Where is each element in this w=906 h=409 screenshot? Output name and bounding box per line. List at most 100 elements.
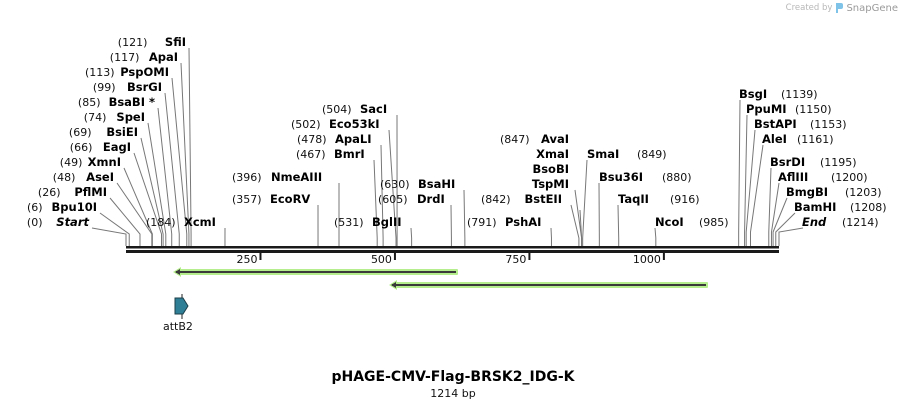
site-name: SmaI [587, 147, 619, 161]
site-pspomi[interactable]: PspOMI (113) [85, 65, 188, 246]
site-afliii[interactable]: AflIII (1200) [770, 170, 868, 246]
site-name: XmnI [88, 155, 121, 169]
site-position: (85) [78, 96, 101, 109]
backbone [126, 246, 779, 253]
site-name: SfiI [165, 35, 186, 49]
site-position: (502) [291, 118, 321, 131]
site-nmeaiii[interactable]: NmeAIII (396) [232, 170, 340, 246]
site-eagi[interactable]: EagI (66) [70, 140, 163, 246]
site-position: (849) [637, 148, 667, 161]
site-eco53ki[interactable]: Eco53kI (502) [291, 117, 397, 246]
site-xmai[interactable]: XmaI [536, 147, 569, 161]
site-sfii[interactable]: SfiI (121) [118, 35, 192, 246]
site-pshai[interactable]: PshAI (791) [467, 215, 552, 246]
site-ecorv[interactable]: EcoRV (357) [232, 192, 319, 246]
site-ncoi[interactable]: NcoI (985) [654, 215, 729, 246]
site-name: BamHI [794, 200, 836, 214]
site-name: NmeAIII [271, 170, 322, 184]
site-position: (99) [93, 81, 116, 94]
site-name: BmgBI [786, 185, 828, 199]
site-bsabi[interactable]: BsaBI * (85) [78, 95, 173, 246]
site-name: AseI [86, 170, 114, 184]
ruler-tick: 250 [236, 253, 262, 266]
site-position: (74) [84, 111, 107, 124]
site-name: BstEII [524, 192, 562, 206]
site-bsteii[interactable]: BstEII (842) [481, 192, 580, 246]
site-position: (985) [699, 216, 729, 229]
site-name: Start [56, 215, 89, 229]
site-drdi[interactable]: DrdI (605) [378, 192, 452, 246]
site-bsgi[interactable]: BsgI (1139) [738, 87, 818, 246]
site-taqii[interactable]: TaqII (916) [617, 192, 700, 246]
site-bsrdi[interactable]: BsrDI (1195) [768, 155, 857, 246]
site-position: (184) [146, 216, 176, 229]
site-position: (467) [296, 148, 326, 161]
arrow-left-icon [175, 269, 180, 275]
site-avai[interactable]: AvaI (847) [500, 132, 583, 246]
credit-prefix: Created by [785, 3, 833, 13]
site-position: (117) [110, 51, 140, 64]
site-position: (113) [85, 66, 115, 79]
site-saci[interactable]: SacI (504) [322, 102, 398, 246]
site-name: PpuMI [746, 102, 787, 116]
feature-orf-arrow-1[interactable] [173, 267, 458, 277]
site-bsiei[interactable]: BsiEI (69) [69, 125, 164, 246]
site-name: EagI [103, 140, 131, 154]
site-bstapi[interactable]: BstAPI (1153) [745, 117, 847, 246]
feature-label-attB2[interactable]: attB2 [163, 320, 193, 333]
site-xmni[interactable]: XmnI (49) [60, 155, 153, 246]
site-name: BsiEI [106, 125, 138, 139]
site-bsahi[interactable]: BsaHI (630) [380, 177, 466, 246]
snapgene-logo-icon [836, 3, 844, 13]
site-name: BglII [372, 215, 402, 229]
site-position: (396) [232, 171, 262, 184]
site-name: TaqII [618, 192, 649, 206]
site-name: NcoI [655, 215, 684, 229]
site-smai[interactable]: SmaI (849) [582, 147, 667, 246]
site-start[interactable]: Start (0) [27, 215, 127, 246]
site-bglii[interactable]: BglII (531) [334, 215, 413, 246]
site-ppumi[interactable]: PpuMI (1150) [744, 102, 832, 246]
site-position: (504) [322, 103, 352, 116]
site-bmgbi[interactable]: BmgBI (1203) [772, 185, 882, 246]
site-bsobi[interactable]: BsoBI [532, 162, 569, 176]
site-xcmi[interactable]: XcmI (184) [146, 215, 226, 246]
attB2-arrow-icon [174, 297, 189, 315]
site-position: (1161) [797, 133, 834, 146]
plasmid-title: pHAGE-CMV-Flag-BRSK2_IDG-K [331, 369, 575, 385]
site-end[interactable]: End (1214) [778, 215, 879, 246]
site-position: (1150) [795, 103, 832, 116]
site-tspmi[interactable]: TspMI [532, 177, 583, 246]
site-asei[interactable]: AseI (48) [53, 170, 153, 246]
site-name: BsaHI [418, 177, 455, 191]
site-apali[interactable]: ApaLI (478) [297, 132, 384, 246]
feature-orf-arrow-2[interactable] [389, 280, 708, 290]
site-position: (1200) [831, 171, 868, 184]
site-bpu10i[interactable]: Bpu10I (6) [27, 200, 130, 246]
credit-brand: SnapGene [846, 2, 898, 14]
site-pflmi[interactable]: PflMI (26) [38, 185, 141, 246]
site-position: (605) [378, 193, 408, 206]
site-name: ApaI [149, 50, 178, 64]
site-name: DrdI [417, 192, 445, 206]
site-position: (121) [118, 36, 148, 49]
site-spei[interactable]: SpeI (74) [84, 110, 167, 246]
site-bamhi[interactable]: BamHI (1208) [775, 200, 887, 246]
site-name: Bsu36I [599, 170, 643, 184]
ruler-tick-label: 1000 [633, 253, 661, 266]
site-name: BsrGI [127, 80, 162, 94]
site-bsu36i[interactable]: Bsu36I (880) [598, 170, 692, 246]
site-position: (531) [334, 216, 364, 229]
site-alei[interactable]: AleI (1161) [749, 132, 834, 246]
site-name: EcoRV [270, 192, 310, 206]
site-bmri[interactable]: BmrI (467) [296, 147, 378, 246]
site-bsrgi[interactable]: BsrGI (99) [93, 80, 180, 246]
plasmid-length: 1214 bp [430, 387, 476, 400]
site-position: (791) [467, 216, 497, 229]
site-name: ApaLI [335, 132, 372, 146]
site-apai[interactable]: ApaI (117) [110, 50, 190, 246]
ruler-tick: 750 [505, 253, 531, 266]
site-name: AvaI [541, 132, 569, 146]
feature-attB2[interactable] [174, 294, 189, 319]
